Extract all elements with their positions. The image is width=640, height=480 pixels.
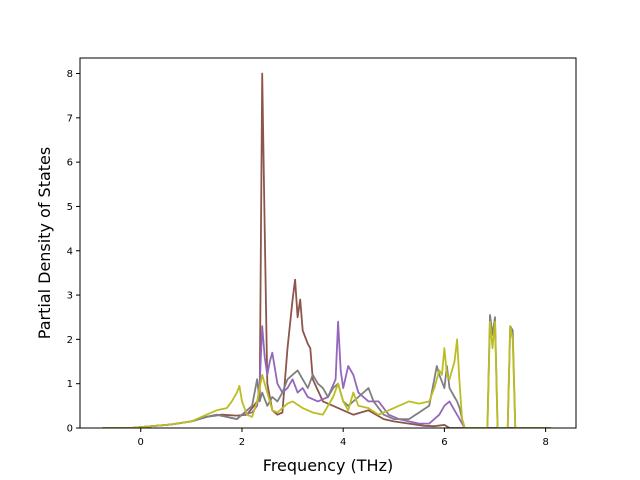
y-axis-label: Partial Density of States: [35, 147, 54, 339]
y-tick-label: 1: [67, 379, 73, 390]
x-tick-label: 8: [542, 437, 548, 448]
y-tick-label: 8: [67, 69, 73, 80]
y-tick-label: 3: [67, 291, 73, 302]
y-tick-label: 2: [67, 335, 73, 346]
x-axis-ticks: 0 2 4 6 8: [138, 428, 549, 448]
x-tick-label: 4: [340, 437, 346, 448]
x-axis-label: Frequency (THz): [263, 456, 393, 475]
x-tick-label: 0: [138, 437, 144, 448]
plot-frame: [79, 57, 577, 429]
series-layer: [102, 72, 551, 428]
x-tick-label: 2: [239, 437, 245, 448]
y-tick-label: 7: [67, 113, 73, 124]
y-tick-label: 4: [67, 246, 73, 257]
y-axis-ticks: 0 1 2 3 4 5 6 7 8: [67, 69, 80, 435]
y-tick-label: 0: [67, 424, 73, 435]
series-line-3: [102, 314, 551, 428]
x-tick-label: 6: [441, 437, 447, 448]
series-line-1: [102, 72, 551, 428]
y-tick-label: 5: [67, 202, 73, 213]
y-tick-label: 6: [67, 158, 73, 169]
series-line-4: [102, 320, 551, 428]
